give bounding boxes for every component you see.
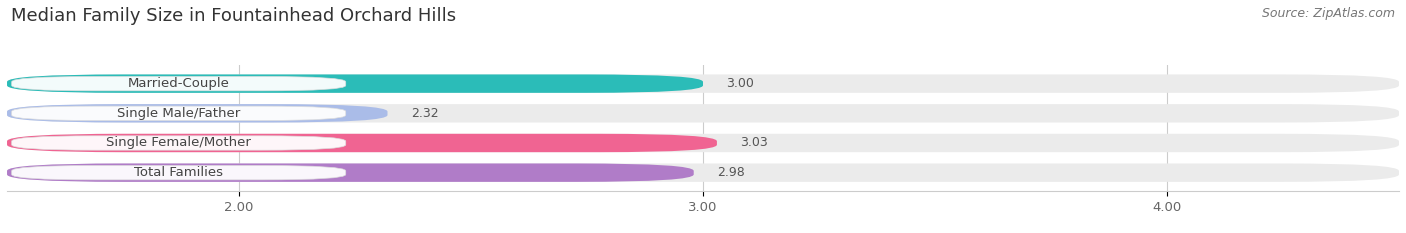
FancyBboxPatch shape — [11, 76, 346, 91]
Text: Total Families: Total Families — [134, 166, 224, 179]
Text: Single Female/Mother: Single Female/Mother — [107, 137, 252, 150]
FancyBboxPatch shape — [7, 164, 693, 182]
FancyBboxPatch shape — [7, 104, 388, 123]
Text: Married-Couple: Married-Couple — [128, 77, 229, 90]
FancyBboxPatch shape — [7, 164, 1399, 182]
Text: 2.98: 2.98 — [717, 166, 745, 179]
FancyBboxPatch shape — [11, 165, 346, 180]
Text: 2.32: 2.32 — [411, 107, 439, 120]
Text: Source: ZipAtlas.com: Source: ZipAtlas.com — [1261, 7, 1395, 20]
FancyBboxPatch shape — [7, 104, 1399, 123]
FancyBboxPatch shape — [7, 74, 703, 93]
FancyBboxPatch shape — [11, 106, 346, 120]
Text: 3.03: 3.03 — [740, 137, 768, 150]
FancyBboxPatch shape — [11, 136, 346, 150]
Text: 3.00: 3.00 — [725, 77, 754, 90]
Text: Median Family Size in Fountainhead Orchard Hills: Median Family Size in Fountainhead Orcha… — [11, 7, 457, 25]
Text: Single Male/Father: Single Male/Father — [117, 107, 240, 120]
FancyBboxPatch shape — [7, 74, 1399, 93]
FancyBboxPatch shape — [7, 134, 717, 152]
FancyBboxPatch shape — [7, 134, 1399, 152]
